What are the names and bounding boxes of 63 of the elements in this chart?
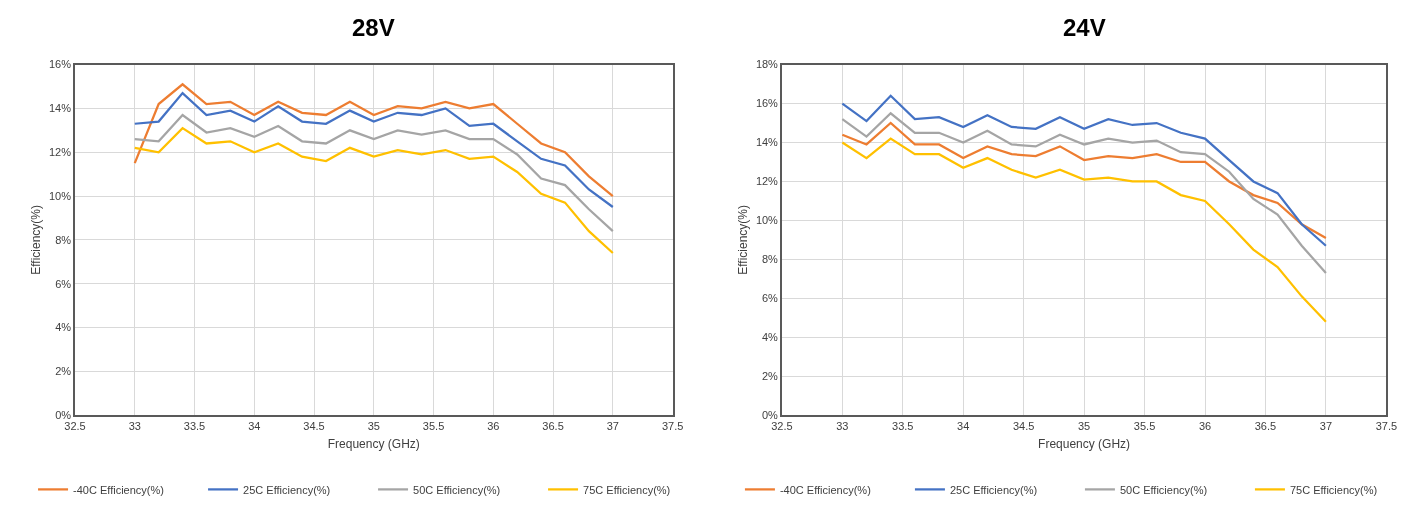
line-series: [841, 112, 1328, 275]
y-tick-label: 16%: [49, 58, 72, 71]
x-axis-title: Frequency (GHz): [327, 436, 420, 451]
x-tick-label: 36.5: [542, 420, 564, 433]
chart-title: 28V: [352, 14, 395, 41]
y-tick-label: 12%: [49, 146, 72, 159]
x-tick-label: 33.5: [183, 420, 206, 433]
y-tick-label: 12%: [755, 175, 779, 188]
legend-label: -40C Efficiency(%): [73, 483, 164, 496]
legend-label: 50C Efficiency(%): [413, 483, 501, 496]
line-series: [841, 137, 1328, 323]
x-tick-label: 34.5: [1012, 420, 1035, 433]
x-tick-label: 32.5: [64, 420, 86, 433]
y-tick-label: 8%: [762, 253, 779, 266]
x-tick-label: 37: [1319, 420, 1333, 433]
y-tick-label: 6%: [55, 277, 72, 290]
x-tick-label: 37: [606, 420, 619, 433]
x-tick-label: 34: [248, 420, 261, 433]
y-tick-label: 14%: [49, 102, 72, 115]
legend-label: 75C Efficiency(%): [583, 483, 671, 496]
x-tick-label: 34.5: [303, 420, 325, 433]
x-tick-label: 35: [1077, 420, 1091, 433]
y-tick-label: 14%: [755, 136, 779, 149]
y-tick-label: 0%: [55, 409, 72, 422]
legend-label: 25C Efficiency(%): [949, 483, 1038, 496]
y-axis-title: Efficiency(%): [28, 204, 43, 275]
x-tick-label: 35.5: [1133, 420, 1156, 433]
y-tick-label: 4%: [55, 321, 72, 334]
y-axis-title: Efficiency(%): [735, 204, 750, 275]
y-tick-label: 4%: [762, 331, 779, 344]
y-tick-label: 18%: [755, 58, 779, 71]
y-tick-label: 2%: [762, 370, 779, 383]
x-tick-label: 36.5: [1254, 420, 1277, 433]
chart-title: 24V: [1063, 14, 1106, 41]
y-tick-label: 10%: [755, 214, 779, 227]
line-series: [133, 113, 614, 233]
y-tick-label: 2%: [55, 365, 72, 378]
line-series: [133, 91, 614, 209]
x-tick-label: 33: [836, 420, 849, 433]
x-tick-label: 34: [957, 420, 970, 433]
legend-label: 75C Efficiency(%): [1289, 483, 1378, 496]
y-tick-label: 10%: [49, 189, 72, 202]
line-series: [841, 121, 1328, 240]
y-tick-label: 0%: [762, 409, 779, 422]
y-tick-label: 6%: [762, 292, 779, 305]
x-tick-label: 32.5: [771, 420, 793, 433]
y-tick-label: 16%: [755, 97, 779, 110]
x-tick-label: 35: [367, 420, 380, 433]
line-series: [841, 94, 1328, 247]
x-tick-label: 33: [128, 420, 141, 433]
x-tick-label: 36: [487, 420, 500, 433]
legend-label: 50C Efficiency(%): [1119, 483, 1208, 496]
x-tick-label: 37.5: [661, 420, 684, 433]
x-axis-title: Frequency (GHz): [1038, 436, 1131, 451]
x-tick-label: 35.5: [422, 420, 445, 433]
x-tick-label: 33.5: [892, 420, 914, 433]
x-tick-label: 37.5: [1375, 420, 1398, 433]
x-tick-label: 36: [1198, 420, 1212, 433]
y-tick-label: 8%: [55, 233, 72, 246]
line-series: [133, 127, 614, 255]
legend-label: -40C Efficiency(%): [779, 483, 871, 496]
legend-label: 25C Efficiency(%): [243, 483, 331, 496]
line-series: [133, 83, 614, 198]
